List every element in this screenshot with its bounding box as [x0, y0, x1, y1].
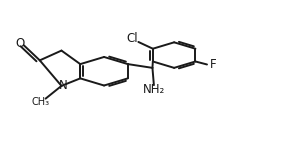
Text: NH₂: NH₂ [143, 83, 165, 96]
Text: F: F [210, 58, 217, 71]
Text: CH₃: CH₃ [31, 97, 49, 107]
Text: Cl: Cl [127, 32, 138, 45]
Text: N: N [58, 79, 67, 92]
Text: O: O [16, 37, 25, 50]
